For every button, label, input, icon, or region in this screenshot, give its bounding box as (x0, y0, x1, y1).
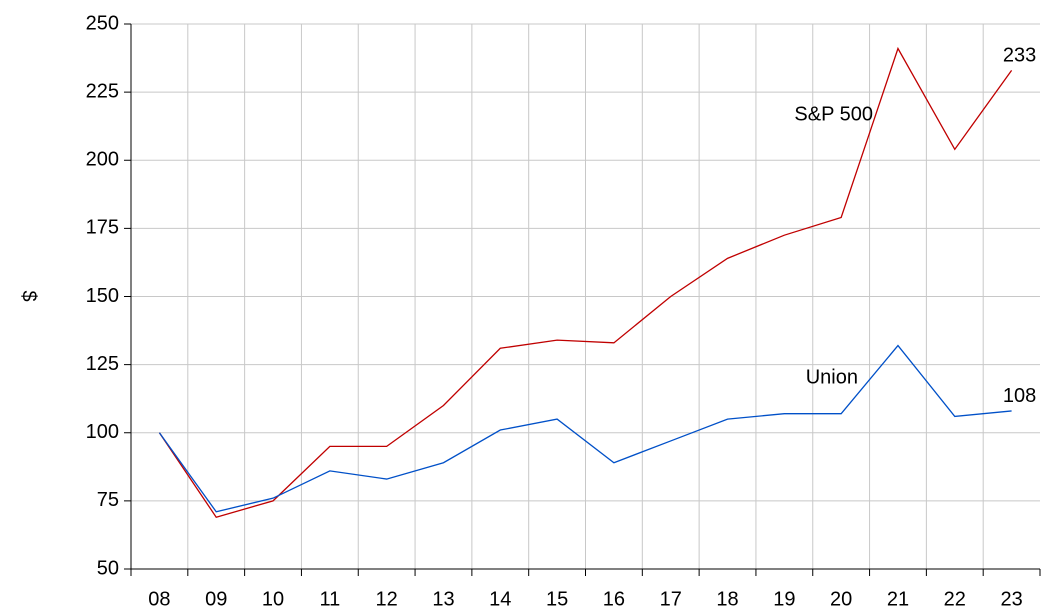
series-line (158, 46, 1013, 518)
x-tick-label: 23 (1000, 588, 1022, 610)
series-name-label: S&P 500 (794, 103, 873, 125)
x-tick-label: 19 (773, 588, 795, 610)
x-tick-label: 11 (319, 588, 340, 610)
x-tick-label: 10 (262, 588, 284, 610)
y-tick-label: 100 (86, 421, 119, 443)
y-tick-label: 200 (86, 149, 119, 171)
series-name-label: Union (806, 366, 858, 388)
x-tick-label: 18 (716, 588, 738, 610)
series-line (158, 344, 1012, 513)
x-tick-label: 14 (489, 588, 511, 610)
x-tick-label: 17 (660, 588, 682, 610)
y-tick-label: 225 (86, 80, 119, 102)
x-tick-label: 21 (887, 588, 909, 610)
y-tick-label: 250 (86, 12, 119, 34)
x-tick-label: 09 (205, 588, 227, 610)
x-tick-label: 12 (376, 588, 398, 610)
x-tick-label: 15 (546, 588, 568, 610)
x-tick-label: 22 (944, 588, 966, 610)
y-axis-label: $ (18, 290, 40, 301)
y-tick-label: 75 (97, 489, 119, 511)
y-tick-label: 50 (97, 557, 119, 579)
x-tick-label: 20 (830, 588, 852, 610)
y-tick-label: 125 (86, 353, 119, 375)
y-tick-label: 150 (86, 285, 119, 307)
y-tick-label: 175 (86, 217, 119, 239)
x-tick-label: 16 (603, 588, 625, 610)
x-tick-label: 08 (148, 588, 170, 610)
x-tick-label: 13 (432, 588, 454, 610)
end-value-label: 108 (1003, 385, 1036, 407)
end-value-label: 233 (1003, 45, 1036, 67)
